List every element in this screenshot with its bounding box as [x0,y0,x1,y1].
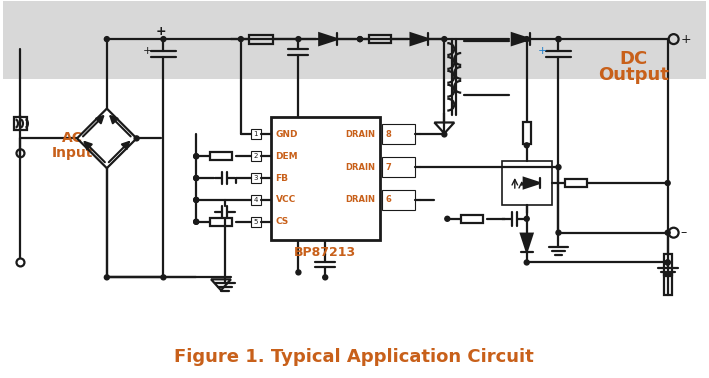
Circle shape [524,260,529,265]
Text: 1: 1 [254,132,258,138]
Circle shape [104,37,109,42]
Text: +: + [538,46,547,56]
Text: GND: GND [276,130,298,139]
Text: AC: AC [62,132,82,146]
Circle shape [524,37,529,42]
Bar [462,215,483,223]
Text: 5: 5 [254,219,258,225]
Circle shape [556,37,561,42]
Text: DRAIN: DRAIN [345,130,375,139]
Bar [251,195,261,205]
Bar [502,161,552,205]
Bar [251,217,261,227]
Circle shape [161,37,166,42]
Polygon shape [319,33,337,45]
Text: +: + [143,46,152,56]
Text: DRAIN: DRAIN [345,163,375,172]
Polygon shape [524,178,540,188]
Bar [249,35,272,43]
Bar [210,152,232,160]
Text: VCC: VCC [276,195,296,204]
Bar [210,218,232,226]
Text: 4: 4 [254,197,258,203]
Bar [382,157,415,177]
Circle shape [665,181,670,186]
Circle shape [296,37,301,42]
Circle shape [238,37,243,42]
Bar [566,179,587,187]
Bar [13,116,28,130]
Circle shape [194,176,199,181]
Text: Input: Input [52,146,93,160]
Circle shape [194,154,199,159]
Circle shape [194,176,199,181]
Text: DEM: DEM [276,152,298,161]
Circle shape [445,216,450,221]
Polygon shape [521,234,532,251]
Text: FB: FB [276,174,289,183]
Circle shape [357,37,362,42]
Text: 8: 8 [386,130,391,139]
Circle shape [524,143,529,148]
Text: BP87213: BP87213 [294,246,357,259]
Bar [3,2,706,79]
Circle shape [194,219,199,224]
Circle shape [556,37,561,42]
Circle shape [665,260,670,265]
Text: +: + [681,33,691,46]
Bar [664,273,671,295]
Bar [271,116,380,240]
Polygon shape [512,33,530,45]
Circle shape [323,275,328,280]
Circle shape [556,165,561,170]
Circle shape [524,216,529,221]
Circle shape [194,154,199,159]
Circle shape [442,132,447,137]
Circle shape [357,37,362,42]
Bar [382,190,415,210]
Text: 7: 7 [386,163,391,172]
Circle shape [194,197,199,202]
Text: DRAIN: DRAIN [345,195,375,204]
Text: +: + [156,25,167,38]
Text: 6: 6 [386,195,391,204]
Circle shape [194,219,199,224]
Circle shape [161,275,166,280]
Circle shape [104,275,109,280]
Text: 3: 3 [254,175,258,181]
Text: –: – [681,226,687,239]
Text: Figure 1. Typical Application Circuit: Figure 1. Typical Application Circuit [174,348,534,366]
Bar [251,151,261,161]
Bar [523,122,531,144]
Bar [664,254,671,275]
Text: DC: DC [620,50,648,68]
Bar [251,129,261,139]
Bar [369,35,391,43]
Circle shape [665,260,670,265]
Circle shape [194,197,199,202]
Circle shape [442,37,447,42]
Text: 2: 2 [254,153,258,159]
Polygon shape [411,33,428,45]
Circle shape [134,136,139,141]
Bar [251,173,261,183]
Circle shape [665,230,670,235]
Text: Output: Output [598,66,669,84]
Text: CS: CS [276,217,289,226]
Circle shape [296,270,301,275]
Bar [382,124,415,144]
Circle shape [556,230,561,235]
